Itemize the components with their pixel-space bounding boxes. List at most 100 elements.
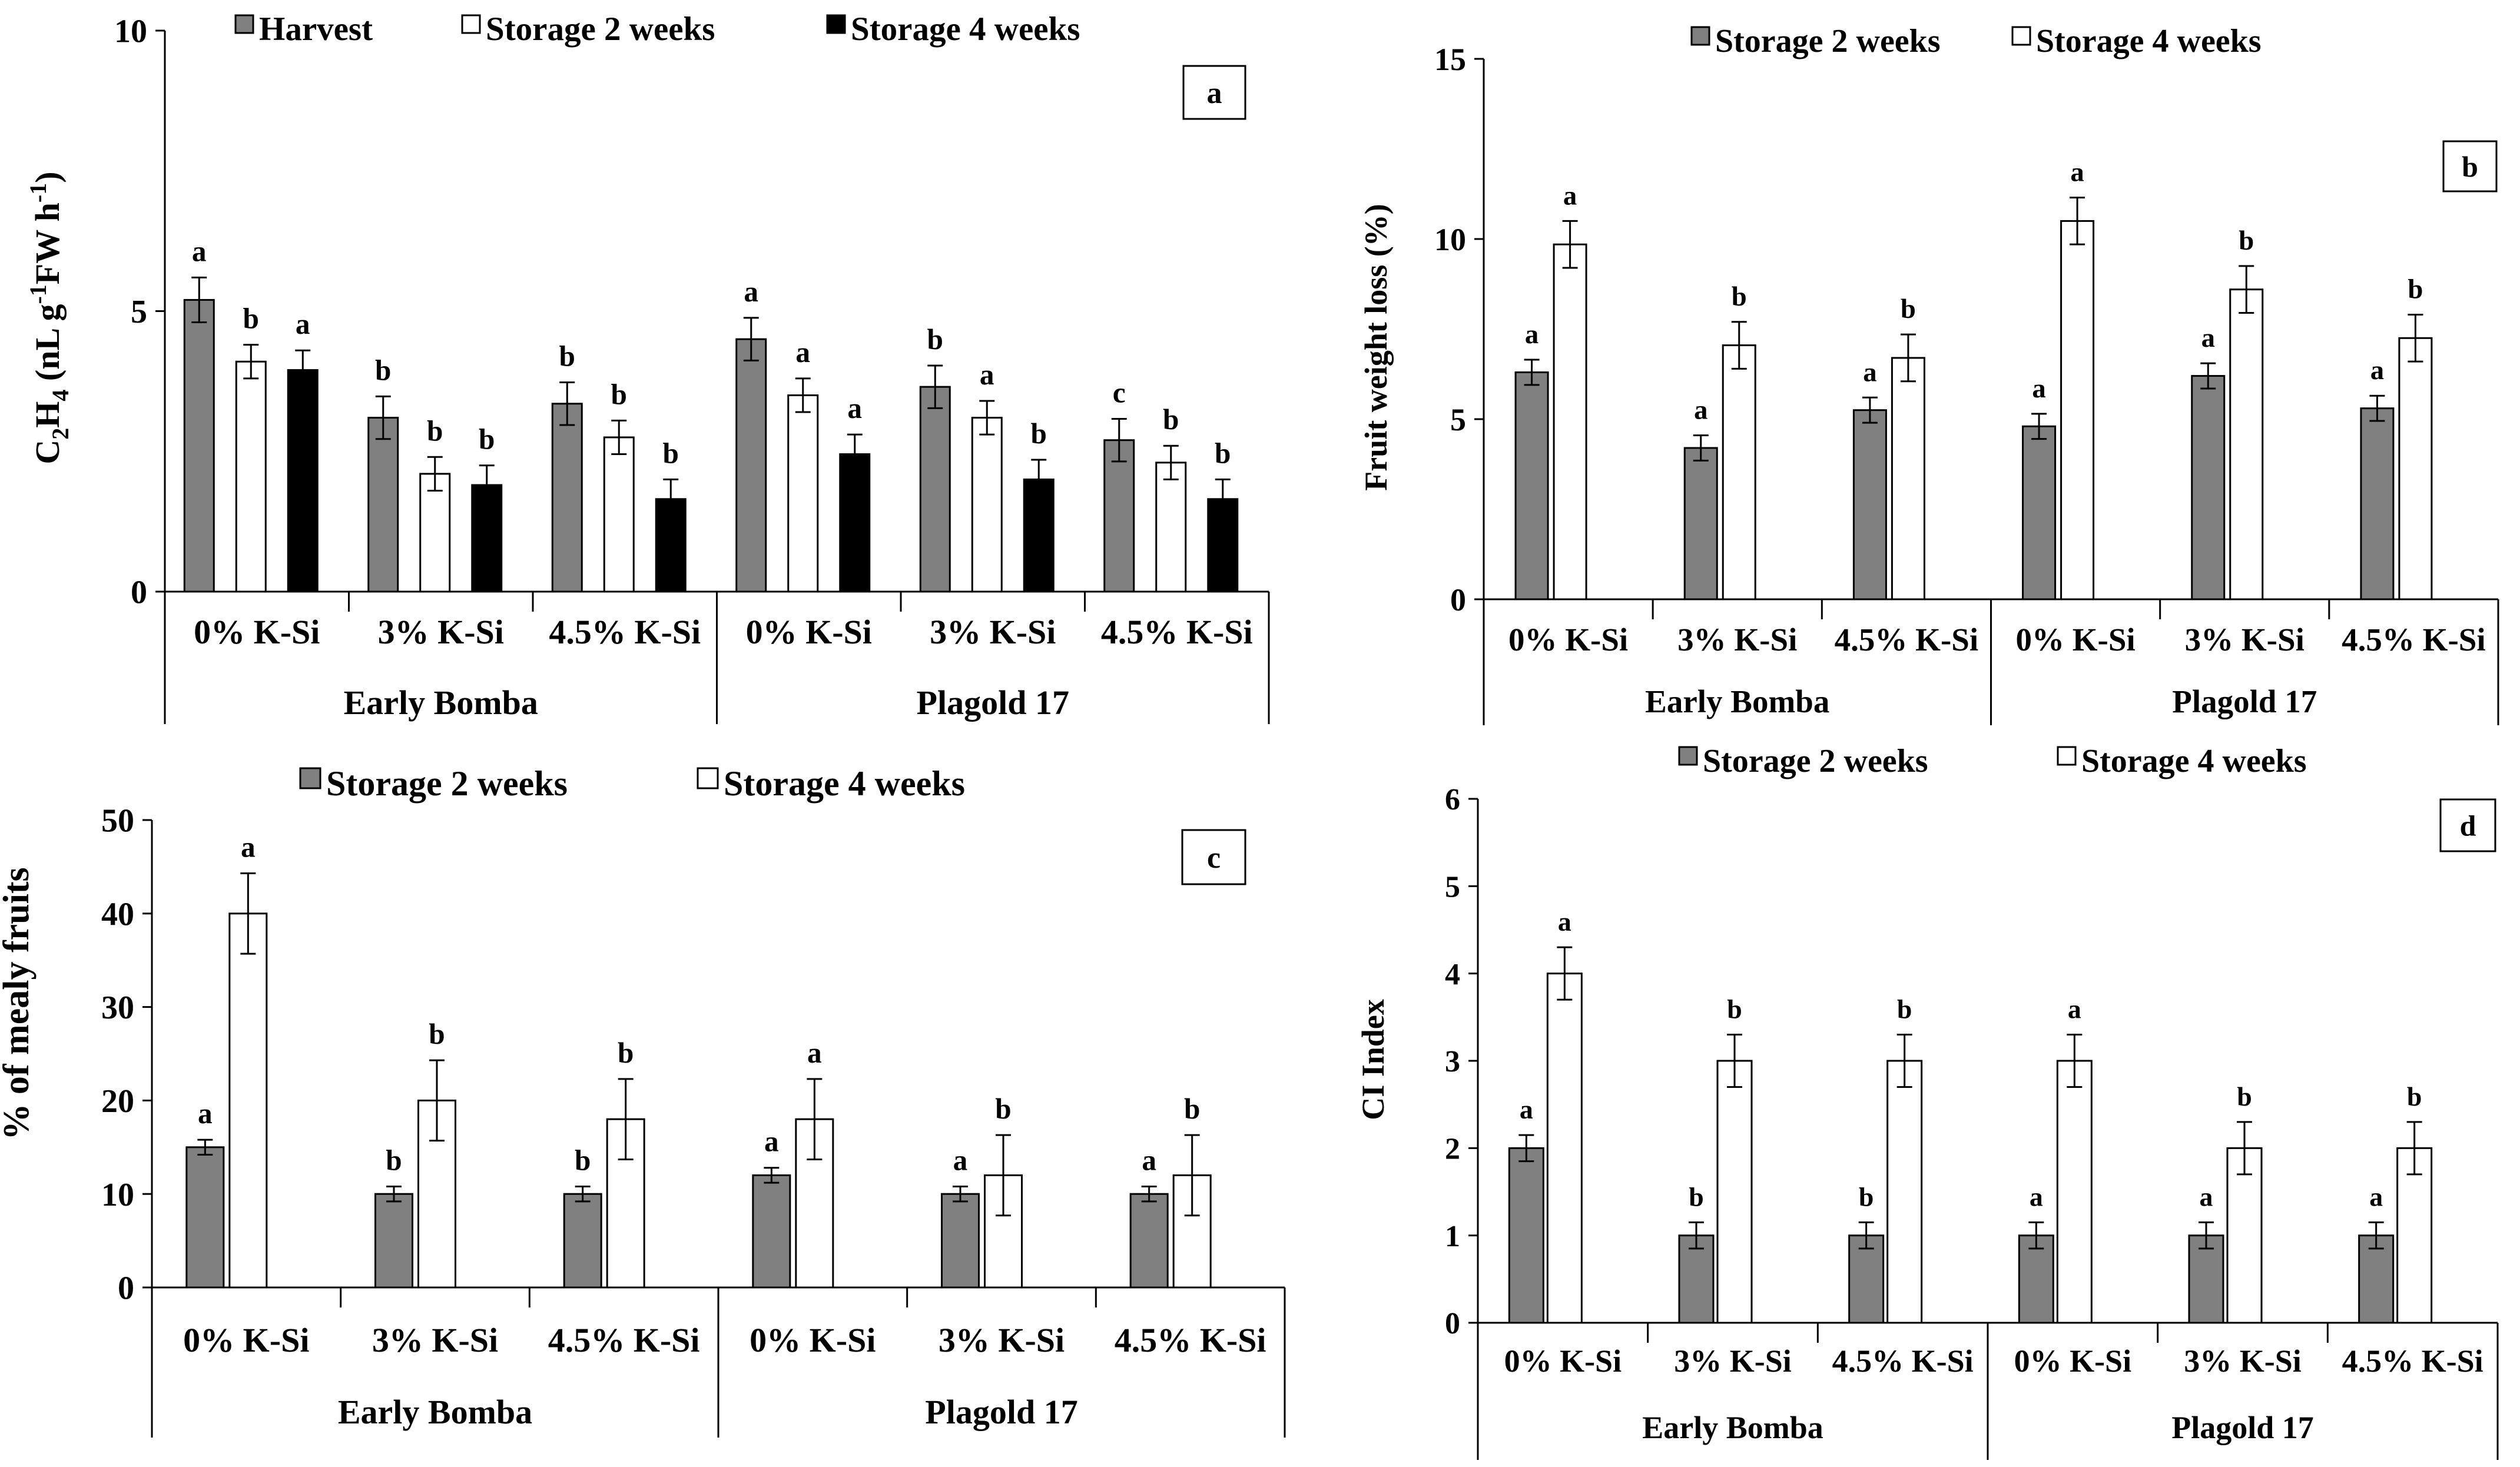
bar (971, 417, 1003, 593)
legend-label: Storage 2 weeks (1703, 743, 1928, 779)
y-tick-label: 5 (1445, 871, 1460, 904)
significance-letter: a (795, 336, 810, 369)
bar (419, 473, 451, 593)
bar (551, 403, 583, 593)
y-axis-label-part: (nL g (28, 304, 67, 390)
panel-label-box (2439, 798, 2496, 852)
y-tick-label: 2 (1445, 1133, 1460, 1166)
y-axis-label: Fruit weight loss (%) (1358, 204, 1394, 490)
legend-swatch (697, 767, 719, 789)
legend-swatch (826, 14, 846, 34)
legend-swatch (234, 14, 254, 34)
panel-label-box (1181, 829, 1246, 885)
significance-letter: b (2237, 1081, 2252, 1111)
x-tick-label: 4.5% K-Si (1835, 622, 1978, 658)
bar (735, 338, 767, 593)
significance-letter: b (1163, 403, 1179, 436)
significance-letter: a (241, 831, 256, 864)
bar (1683, 447, 1718, 600)
significance-letter: a (198, 1097, 213, 1130)
x-tick-label: 0% K-Si (2015, 622, 2135, 658)
bar (603, 436, 635, 593)
significance-letter: a (1558, 907, 1571, 937)
y-axis-label-part: -1 (25, 284, 51, 304)
group-label: Early Bomba (338, 1393, 532, 1431)
significance-letter: a (2200, 1181, 2213, 1212)
significance-letter: b (559, 340, 575, 373)
significance-letter: a (2369, 1181, 2383, 1212)
significance-letter: b (243, 303, 259, 335)
bar (1553, 243, 1587, 600)
bar (2191, 375, 2226, 600)
group-label: Early Bomba (344, 683, 538, 722)
x-tick-label: 3% K-Si (930, 613, 1056, 651)
bar (1886, 1060, 1923, 1324)
y-tick-label: 15 (1434, 42, 1466, 77)
y-tick-label: 0 (1450, 582, 1466, 618)
y-axis-label: C2H4 (nL g-1FW h-1) (25, 171, 74, 464)
x-tick-label: 4.5% K-Si (549, 613, 701, 651)
group-label: Plagold 17 (2171, 1410, 2314, 1445)
significance-letter: b (479, 423, 495, 456)
y-tick-label: 5 (1450, 402, 1466, 437)
significance-letter: a (980, 359, 994, 391)
significance-letter: b (1727, 994, 1742, 1024)
x-tick-label: 4.5% K-Si (1101, 613, 1253, 651)
bar (1546, 973, 1583, 1324)
bar (2060, 220, 2095, 600)
bar (235, 360, 267, 593)
legend-label: Storage 2 weeks (486, 11, 715, 48)
bar (2396, 1147, 2433, 1324)
significance-letter: a (1694, 395, 1707, 426)
x-tick-label: 0% K-Si (194, 613, 320, 651)
significance-letter: a (744, 276, 758, 308)
x-tick-label: 3% K-Si (1677, 622, 1797, 658)
significance-letter: b (1901, 294, 1916, 324)
x-tick-label: 4.5% K-Si (2342, 1343, 2483, 1379)
panel-b-weight-loss-chart: 0 5 10 15 0% K-Si 3% K-Si 4.5% K-Si 0% K-Si 3% K… (1358, 23, 2499, 725)
y-tick-label: 10 (114, 14, 147, 50)
y-tick-label: 50 (101, 803, 134, 839)
significance-letter: a (953, 1144, 968, 1176)
y-axis-label-part: FW h (28, 203, 67, 284)
significance-letter: b (575, 1144, 591, 1176)
legend-swatch (2057, 746, 2077, 766)
significance-letter: a (2030, 1181, 2043, 1212)
significance-letter: a (1525, 319, 1538, 350)
legend-label: Storage 4 weeks (2081, 743, 2307, 779)
bar (1678, 1234, 1715, 1324)
group-label: Early Bomba (1642, 1410, 1823, 1445)
y-tick-label: 40 (101, 896, 134, 932)
significance-letter: b (927, 323, 943, 356)
x-tick-label: 0% K-Si (2014, 1343, 2132, 1379)
significance-letter: a (1863, 357, 1876, 387)
significance-letter: a (2032, 373, 2045, 404)
y-tick-label: 3 (1445, 1045, 1460, 1078)
significance-letter: b (1859, 1181, 1874, 1212)
y-tick-label: 4 (1445, 958, 1460, 991)
y-tick-label: 0 (118, 1270, 134, 1307)
legend-label: Harvest (259, 11, 373, 48)
significance-letter: b (1184, 1093, 1200, 1125)
legend-label: Storage 2 weeks (1715, 23, 1941, 59)
y-axis-label: % of mealy fruits (0, 867, 37, 1140)
panel-label: c (1207, 841, 1221, 875)
y-axis-label-part: ) (28, 171, 67, 182)
significance-letter: a (1520, 1094, 1533, 1124)
x-tick-label: 3% K-Si (2185, 622, 2305, 658)
significance-letter: a (1563, 180, 1577, 211)
panel-a-ethylene-chart: 0 5 10 0% K-Si 3% K-Si 4.5% K-Si 0% K-Si 3% K-S… (25, 11, 1270, 724)
bar (2229, 288, 2264, 600)
y-axis-label-part: 4 (47, 390, 74, 401)
significance-letter: b (386, 1144, 402, 1176)
panel-label: a (1207, 77, 1222, 110)
x-tick-label: 4.5% K-Si (1115, 1321, 1266, 1359)
legend-label: Storage 4 weeks (851, 11, 1080, 48)
significance-letter: b (1897, 994, 1912, 1024)
significance-letter: b (2408, 274, 2423, 305)
y-tick-label: 6 (1445, 783, 1460, 817)
bar (228, 912, 268, 1289)
significance-letter: a (1142, 1144, 1156, 1176)
bar (1129, 1193, 1169, 1289)
